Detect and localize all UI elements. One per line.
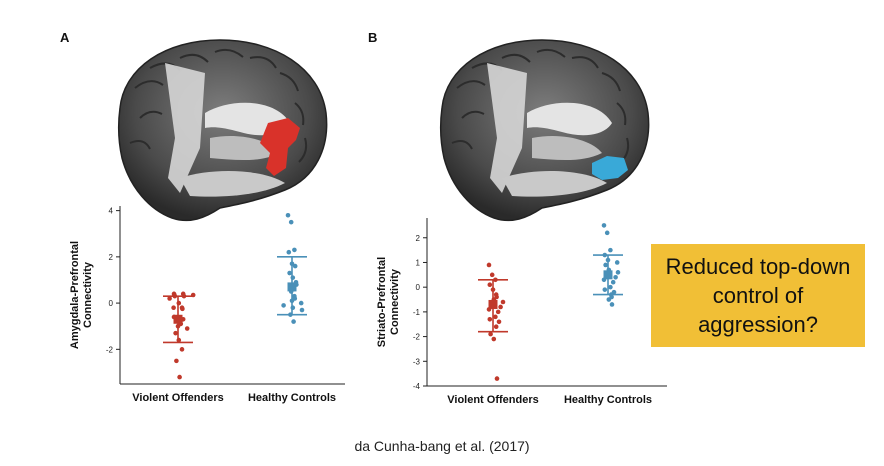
data-point <box>287 270 292 276</box>
data-point <box>174 358 179 364</box>
data-point <box>493 314 498 320</box>
data-point <box>298 300 304 306</box>
y-tick-label: -1 <box>413 308 421 317</box>
data-point <box>292 263 298 269</box>
data-point <box>299 307 305 313</box>
callout-text: Reduced top-down control of aggression? <box>665 254 851 337</box>
y-axis-label: Amygdala-PrefrontalConnectivity <box>69 241 94 349</box>
brain-image-b <box>439 39 650 222</box>
y-axis-label: Striato-PrefrontalConnectivity <box>376 257 401 347</box>
data-point <box>291 319 296 324</box>
y-tick-label: 2 <box>416 234 421 243</box>
data-point <box>281 303 286 308</box>
data-point <box>491 336 497 342</box>
data-point <box>608 284 613 290</box>
data-point <box>603 262 608 268</box>
brain-image-a <box>117 39 328 222</box>
panel-label-a: A <box>60 30 70 45</box>
y-tick-label: 0 <box>416 283 421 292</box>
data-point <box>184 326 190 331</box>
data-point <box>487 316 493 322</box>
data-point <box>610 279 616 285</box>
data-point <box>286 249 292 255</box>
y-tick-label: -3 <box>413 357 421 366</box>
data-point <box>615 270 621 275</box>
data-point <box>171 305 176 311</box>
roi-red <box>260 118 300 176</box>
data-point <box>608 247 613 253</box>
data-point <box>495 309 501 315</box>
mean-marker <box>603 270 613 280</box>
mean-marker <box>287 282 297 292</box>
data-point <box>500 299 506 305</box>
y-tick-label: 4 <box>109 207 114 216</box>
y-tick-label: 1 <box>416 258 421 267</box>
x-tick-label: Healthy Controls <box>248 392 336 404</box>
data-point <box>613 274 618 280</box>
data-point <box>180 306 185 312</box>
chart-b: -4 -3 -2 -1 0 1 2 Striato-PrefrontalConnectivit… <box>376 218 667 406</box>
panel-label-b: B <box>368 30 378 45</box>
data-point <box>493 324 499 330</box>
data-point <box>292 247 297 253</box>
y-tick-label: -2 <box>106 345 114 354</box>
data-point <box>494 376 500 381</box>
data-point <box>177 374 182 380</box>
data-point <box>601 223 607 228</box>
x-tick-label: Violent Offenders <box>447 394 538 406</box>
mean-marker <box>173 314 183 324</box>
data-point <box>606 297 612 302</box>
data-point <box>167 296 172 301</box>
data-point <box>487 282 493 288</box>
data-point <box>604 230 610 236</box>
x-tick-label: Violent Offenders <box>132 392 223 404</box>
y-tick-label: 2 <box>109 253 114 262</box>
callout-box: Reduced top-down control of aggression? <box>651 244 865 347</box>
y-tick-label: 0 <box>109 299 114 308</box>
citation: da Cunha-bang et al. (2017) <box>354 438 530 454</box>
y-tick-label: -4 <box>413 382 421 391</box>
data-point <box>498 304 503 310</box>
roi-blue <box>592 156 628 180</box>
mean-marker <box>488 299 498 309</box>
y-tick-label: -2 <box>413 333 421 342</box>
data-point <box>602 287 608 292</box>
data-point <box>179 347 185 352</box>
data-point <box>173 330 178 336</box>
x-tick-label: Healthy Controls <box>564 394 652 406</box>
chart-a: -2 0 2 4 Amygdala-PrefrontalConnectivity Viol… <box>69 206 345 404</box>
data-point <box>609 302 615 307</box>
data-point <box>496 319 502 325</box>
data-point <box>288 219 294 225</box>
data-point <box>489 272 495 278</box>
data-point <box>488 331 493 337</box>
data-point <box>285 212 291 218</box>
data-point <box>614 260 620 265</box>
data-point <box>486 262 492 268</box>
